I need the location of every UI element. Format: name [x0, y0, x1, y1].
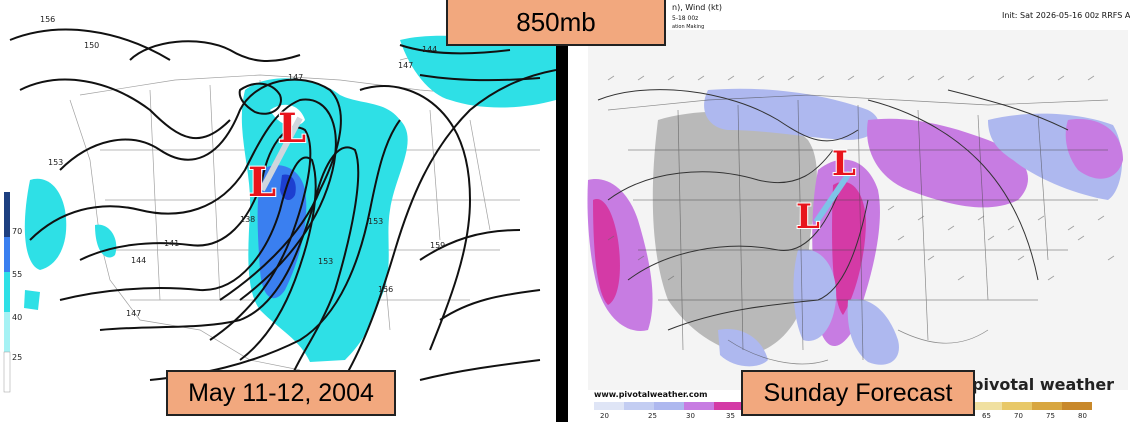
- colorbar-tick: 25: [648, 412, 657, 420]
- colorbar-tick: 70: [12, 227, 22, 236]
- contour-label: 138: [240, 215, 255, 224]
- contour-label: 147: [288, 73, 303, 82]
- contour-label: 144: [422, 45, 437, 54]
- right-caption: Sunday Forecast: [741, 370, 975, 416]
- colorbar-tick: 35: [726, 412, 735, 420]
- left-map-svg: 156 150 153 147 144 138 141 144 147 153 …: [0, 0, 556, 422]
- header-left-line3: ation Making: [672, 24, 704, 30]
- contour-label: 150: [84, 41, 99, 50]
- wind-barbs: [607, 75, 1115, 281]
- colorbar-tick: 75: [1046, 412, 1055, 420]
- low-pressure-marker: L: [796, 197, 820, 237]
- contour-label: 156: [378, 285, 393, 294]
- colorbar-tick: 55: [12, 270, 22, 279]
- header-right: Init: Sat 2026-05-16 00z RRFS A: [1002, 11, 1130, 20]
- contour-label: 144: [131, 256, 146, 265]
- colorbar-tick: 20: [600, 412, 609, 420]
- watermark: pivotal weather: [972, 375, 1114, 394]
- left-colorbar: 70 55 40 25: [3, 192, 22, 393]
- low-pressure-marker: L: [248, 159, 276, 206]
- contour-label: 159: [430, 241, 445, 250]
- left-caption: May 11-12, 2004: [166, 370, 396, 416]
- dry-air-region: [652, 111, 817, 355]
- contour-label: 147: [126, 309, 141, 318]
- colorbar-tick: 65: [982, 412, 991, 420]
- contour-label: 153: [48, 158, 63, 167]
- low-pressure-marker: L: [278, 105, 306, 152]
- colorbar-tick: 40: [12, 313, 22, 322]
- contour-label: 141: [164, 239, 179, 248]
- colorbar-tick: 70: [1014, 412, 1023, 420]
- contour-label: 147: [398, 61, 413, 70]
- left-trough-axis: [259, 116, 303, 192]
- right-header: n), Wind (kt) 5-18 00z ation Making Init…: [672, 3, 1130, 30]
- low-pressure-marker: L: [832, 144, 856, 184]
- right-colorbar: 20 25 30 35 65 70 75 80: [594, 402, 1092, 420]
- right-map-panel: n), Wind (kt) 5-18 00z ation Making Init…: [568, 0, 1130, 422]
- right-map-svg: n), Wind (kt) 5-18 00z ation Making Init…: [568, 0, 1130, 422]
- left-height-contours: [9, 28, 556, 401]
- right-map-borders: [607, 94, 1109, 365]
- left-map-panel: 156 150 153 147 144 138 141 144 147 153 …: [0, 0, 556, 422]
- contour-label: 153: [318, 257, 333, 266]
- colorbar-tick: 80: [1078, 412, 1087, 420]
- contour-label: 153: [368, 217, 383, 226]
- header-left: n), Wind (kt): [672, 3, 722, 12]
- level-title: 850mb: [446, 0, 666, 46]
- right-trough-axis: [813, 170, 853, 224]
- contour-label: 156: [40, 15, 55, 24]
- panel-divider: [556, 0, 568, 422]
- colorbar-tick: 30: [686, 412, 695, 420]
- right-height-contours: [597, 89, 1069, 331]
- left-contour-labels: 156 150 153 147 144 138 141 144 147 153 …: [40, 15, 445, 318]
- footer-url: www.pivotalweather.com: [594, 390, 707, 399]
- colorbar-tick: 25: [12, 353, 22, 362]
- header-left-line2: 5-18 00z: [672, 15, 698, 22]
